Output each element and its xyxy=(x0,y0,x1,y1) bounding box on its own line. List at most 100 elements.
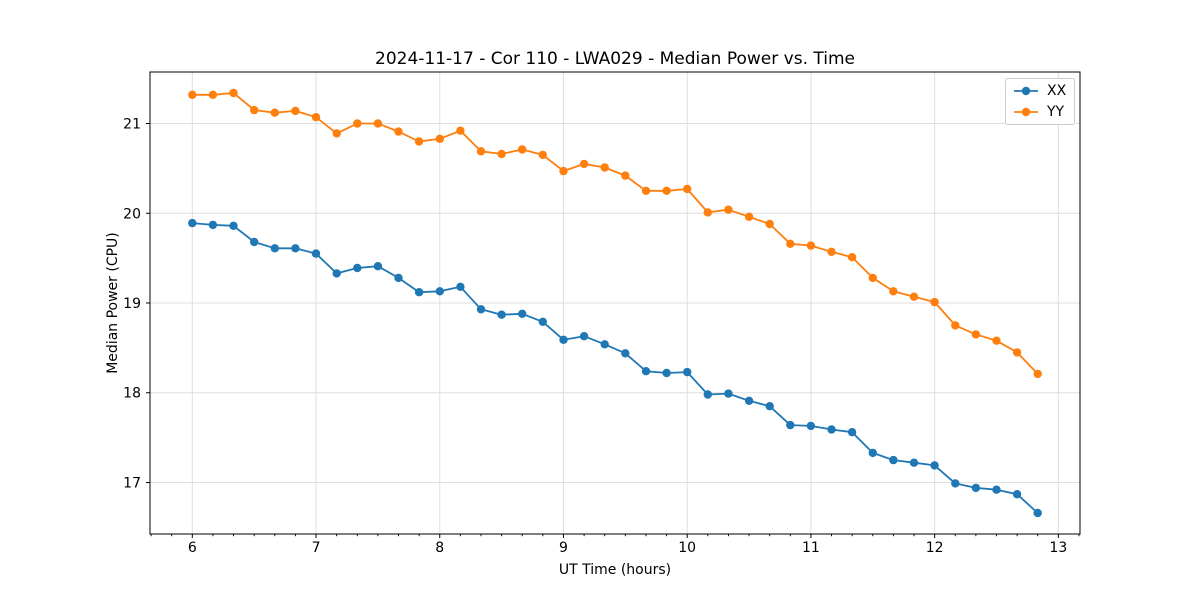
data-point-yy xyxy=(951,321,960,330)
data-point-xx xyxy=(1012,490,1022,499)
x-axis-label: UT Time (hours) xyxy=(558,562,672,578)
data-point-xx xyxy=(703,390,712,399)
legend-label-yy: YY xyxy=(1047,103,1065,120)
series-line-yy xyxy=(192,92,1039,375)
data-point-yy xyxy=(291,106,300,116)
data-point-xx xyxy=(621,349,630,358)
legend-line-sample-xx xyxy=(1014,87,1038,96)
data-point-xx xyxy=(889,455,898,465)
data-point-yy xyxy=(332,129,341,138)
data-point-yy xyxy=(188,90,197,100)
y-tick-label: 20 xyxy=(123,206,141,222)
data-point-yy xyxy=(250,105,259,115)
legend: XX YY xyxy=(1005,78,1075,125)
data-point-xx xyxy=(538,317,547,326)
data-point-yy xyxy=(744,212,754,221)
data-point-xx xyxy=(806,421,816,431)
data-point-xx xyxy=(497,310,506,319)
data-point-yy xyxy=(579,159,589,169)
data-point-xx xyxy=(311,249,321,258)
legend-marker-xx xyxy=(1021,87,1031,96)
data-point-yy xyxy=(827,247,836,256)
data-point-xx xyxy=(373,262,383,271)
data-point-xx xyxy=(724,389,733,398)
data-point-yy xyxy=(538,150,547,160)
x-tick-label: 8 xyxy=(435,540,444,556)
y-tick-label: 19 xyxy=(123,296,141,312)
data-point-xx xyxy=(332,269,341,278)
data-point-xx xyxy=(456,282,465,291)
x-tick-label: 7 xyxy=(312,540,321,556)
x-tick-label: 10 xyxy=(678,540,696,556)
chart-title: 2024-11-17 - Cor 110 - LWA029 - Median P… xyxy=(375,49,855,69)
data-point-xx xyxy=(992,485,1001,494)
data-point-yy xyxy=(229,88,238,98)
data-point-yy xyxy=(683,184,692,194)
legend-entry-yy: YY xyxy=(1012,104,1068,120)
data-point-yy xyxy=(270,108,279,117)
y-tick-label: 17 xyxy=(123,475,141,491)
legend-line-sample-yy xyxy=(1014,107,1038,116)
data-point-xx xyxy=(353,263,362,273)
data-point-xx xyxy=(518,309,527,318)
data-point-xx xyxy=(951,479,960,488)
data-point-xx xyxy=(971,483,981,493)
x-tick-label: 13 xyxy=(1049,540,1067,556)
data-point-xx xyxy=(435,287,444,296)
data-point-xx xyxy=(847,428,857,437)
data-point-yy xyxy=(868,273,877,283)
data-point-yy xyxy=(518,145,527,154)
data-point-yy xyxy=(806,241,816,250)
data-point-yy xyxy=(559,166,568,176)
data-point-yy xyxy=(621,171,630,180)
data-point-yy xyxy=(703,208,712,217)
data-point-xx xyxy=(641,367,651,376)
data-point-yy xyxy=(497,149,506,159)
x-tick-label: 6 xyxy=(188,540,197,556)
data-point-yy xyxy=(456,126,465,135)
data-point-xx xyxy=(930,461,939,470)
data-point-xx xyxy=(250,237,259,247)
data-point-xx xyxy=(229,221,238,230)
data-point-xx xyxy=(559,335,568,344)
data-point-yy xyxy=(786,239,795,248)
data-point-yy xyxy=(889,287,898,296)
data-point-yy xyxy=(435,134,444,143)
data-point-xx xyxy=(208,220,218,230)
series-line-xx xyxy=(192,222,1039,514)
y-tick-label: 21 xyxy=(123,117,141,133)
y-tick-label: 18 xyxy=(123,386,141,402)
data-point-yy xyxy=(641,186,651,195)
legend-entry-xx: XX xyxy=(1012,83,1068,99)
data-point-yy xyxy=(765,219,774,229)
data-point-xx xyxy=(1033,508,1042,518)
data-point-yy xyxy=(476,147,486,156)
data-point-yy xyxy=(394,127,403,136)
data-point-yy xyxy=(992,336,1001,345)
data-point-yy xyxy=(414,137,424,146)
data-point-yy xyxy=(930,297,939,307)
x-tick-label: 11 xyxy=(802,540,820,556)
data-point-xx xyxy=(414,288,424,297)
data-point-xx xyxy=(683,367,692,377)
data-point-xx xyxy=(188,218,197,228)
data-point-xx xyxy=(909,458,919,467)
data-point-yy xyxy=(1033,369,1042,379)
data-point-yy xyxy=(353,119,362,128)
data-point-xx xyxy=(291,244,300,253)
data-point-yy xyxy=(311,113,321,122)
data-point-xx xyxy=(394,273,403,283)
data-point-yy xyxy=(971,330,981,339)
x-tick-label: 12 xyxy=(926,540,944,556)
data-point-xx xyxy=(579,332,589,341)
data-point-yy xyxy=(373,119,383,128)
data-point-xx xyxy=(662,368,671,378)
data-point-yy xyxy=(600,163,609,172)
data-point-xx xyxy=(476,305,486,314)
data-point-xx xyxy=(765,402,774,411)
data-point-yy xyxy=(1012,348,1022,357)
data-point-yy xyxy=(847,253,857,262)
data-point-xx xyxy=(270,244,279,253)
